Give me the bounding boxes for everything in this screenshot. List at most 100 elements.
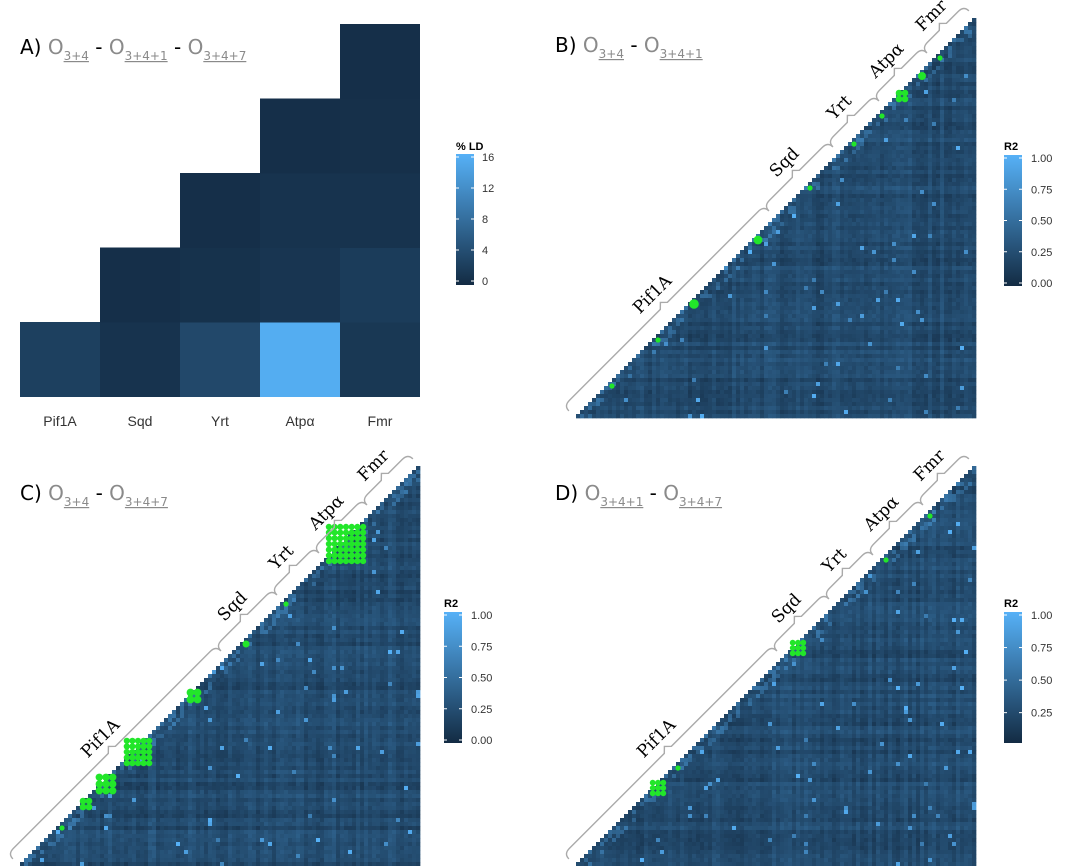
panel-a-cell-pif1a-pif1a bbox=[20, 322, 100, 397]
panel-b-legend-tick: 0.75 bbox=[1031, 184, 1052, 196]
panel-b-legend-tick: 1.00 bbox=[1031, 153, 1052, 165]
panel-c-legend-tick: 0.25 bbox=[471, 704, 492, 716]
panel-a-legend-tick: 4 bbox=[482, 245, 488, 257]
panel-d-letter: D) bbox=[555, 481, 578, 505]
panel-a-cell-atpα-atpα bbox=[260, 322, 340, 397]
panel-a-cell-fmr-fmr bbox=[340, 322, 420, 397]
panel-a-legend-tick: 8 bbox=[482, 214, 488, 226]
panel-a-legend-bar bbox=[456, 154, 474, 285]
panel-b-brace-3 bbox=[875, 49, 928, 102]
panel-d-brace-2 bbox=[825, 551, 874, 600]
panel-d-gene-label: Fmr bbox=[910, 445, 950, 485]
panel-b-high-ld-blocks bbox=[609, 55, 943, 389]
panel-d-legend-bar bbox=[1004, 612, 1022, 743]
panel-a-cell-pif1a-fmr bbox=[340, 24, 420, 99]
panel-a-legend-title: % LD bbox=[456, 141, 484, 153]
panel-c-legend-tick: 0.00 bbox=[471, 735, 492, 747]
panel-c-gene-label: Pif1A bbox=[77, 715, 124, 762]
panel-a-legend-tick: 16 bbox=[482, 152, 494, 164]
panel-b-brace-1 bbox=[765, 143, 834, 212]
panel-c-legend-tick: 0.75 bbox=[471, 641, 492, 653]
panel-a-cell-sqd-atpα bbox=[260, 173, 340, 248]
panel-d-legend-title: R2 bbox=[1004, 598, 1018, 610]
panel-a-cell-sqd-sqd bbox=[100, 322, 180, 397]
panel-c-title: C) O3+4 - O3+4+7 bbox=[20, 481, 168, 509]
panel-b-letter: B) bbox=[555, 33, 577, 57]
panel-a-cell-yrt-atpα bbox=[260, 247, 340, 323]
panel-c-brace-4 bbox=[363, 455, 414, 506]
panel-b-r2-cells bbox=[576, 18, 977, 419]
panel-a-cell-atpα-fmr bbox=[340, 247, 420, 323]
panel-c-brace-2 bbox=[273, 549, 320, 596]
panel-c-high-ld-blocks bbox=[59, 523, 367, 831]
panel-a-xtick-yrt: Yrt bbox=[211, 413, 229, 429]
panel-c-gene-label: Sqd bbox=[214, 588, 252, 626]
panel-b-title: B) O3+4 - O3+4+1 bbox=[555, 33, 703, 61]
panel-a-xtick-sqd: Sqd bbox=[128, 413, 153, 429]
panel-b-legend-bar bbox=[1004, 155, 1022, 286]
panel-d-gene-label: Yrt bbox=[818, 544, 851, 577]
panel-a-x-ticks: Pif1A Sqd Yrt Atpα Fmr bbox=[43, 413, 393, 429]
panel-c-gene-label: Yrt bbox=[265, 541, 298, 574]
panel-d-r2-cells bbox=[576, 466, 977, 866]
panel-a-cells bbox=[20, 24, 420, 397]
panel-d-legend-tick: 0.25 bbox=[1031, 708, 1052, 720]
panel-a-cell-sqd-fmr bbox=[340, 98, 420, 174]
panel-d-legend: R2 1.00 0.75 0.50 0.25 bbox=[1004, 598, 1052, 743]
panel-d-brace-4 bbox=[919, 455, 970, 506]
panel-a-xtick-pif1a: Pif1A bbox=[43, 413, 77, 429]
panel-a-xtick-atpa: Atpα bbox=[285, 413, 314, 429]
panel-d-gene-label: Atpα bbox=[859, 492, 903, 536]
panel-d-high-ld-blocks bbox=[649, 513, 933, 797]
panel-b-legend-tick: 0.00 bbox=[1031, 278, 1052, 290]
panel-b-legend-title: R2 bbox=[1004, 141, 1018, 153]
panel-d-gene-label: Sqd bbox=[768, 590, 806, 628]
panel-d-title: D) O3+4+1 - O3+4+7 bbox=[555, 481, 722, 509]
panel-a-ld-heatmap: A) O3+4 - O3+4+1 - O3+4+7 Pif1A Sqd Yrt … bbox=[20, 24, 494, 429]
panel-b-brace-4 bbox=[923, 7, 970, 54]
panel-a-title: A) O3+4 - O3+4+1 - O3+4+7 bbox=[20, 35, 246, 63]
panel-d-brace-1 bbox=[773, 595, 830, 652]
panel-c-brace-1 bbox=[217, 591, 278, 652]
panel-c-brace-0 bbox=[9, 647, 222, 860]
panel-c-legend: R2 1.00 0.75 0.50 0.25 0.00 bbox=[444, 598, 492, 747]
panel-c-legend-tick: 0.50 bbox=[471, 673, 492, 685]
panel-c-brace-3 bbox=[315, 501, 368, 554]
panel-a-cell-yrt-fmr bbox=[340, 173, 420, 248]
panel-c-gene-label: Fmr bbox=[354, 445, 394, 485]
panel-a-xtick-fmr: Fmr bbox=[368, 413, 393, 429]
panel-a-cell-sqd-yrt bbox=[180, 247, 260, 323]
panel-b-legend: R2 1.00 0.75 0.50 0.25 0.00 bbox=[1004, 141, 1052, 290]
panel-a-cell-pif1a-sqd bbox=[100, 247, 180, 323]
panel-b-gene-label: Fmr bbox=[912, 0, 952, 35]
panel-d-legend-tick: 0.50 bbox=[1031, 675, 1052, 687]
panel-c-letter: C) bbox=[20, 481, 42, 505]
panel-d-gene-label: Pif1A bbox=[633, 715, 680, 762]
panel-d-legend-tick: 1.00 bbox=[1031, 610, 1052, 622]
panel-c-legend-tick: 1.00 bbox=[471, 610, 492, 622]
panel-a-legend-tick: 12 bbox=[482, 183, 494, 195]
panel-b-brace-2 bbox=[829, 97, 880, 148]
panel-a-cell-pif1a-yrt bbox=[180, 173, 260, 248]
panel-d-legend-tick: 0.75 bbox=[1031, 643, 1052, 655]
panel-b-brace-0 bbox=[565, 207, 770, 412]
panel-a-legend: % LD 16 12 8 4 0 bbox=[456, 141, 494, 288]
panel-d-brace-3 bbox=[869, 501, 924, 556]
panel-b-legend-tick: 0.50 bbox=[1031, 216, 1052, 228]
panel-c-r2-heatmap: Pif1ASqdYrtAtpαFmrR21.000.750.500.250.00… bbox=[9, 445, 492, 866]
panel-b-gene-label: Yrt bbox=[823, 91, 856, 124]
panel-c-legend-bar bbox=[444, 612, 462, 743]
panel-d-brace-0 bbox=[565, 647, 778, 860]
panel-b-legend-tick: 0.25 bbox=[1031, 247, 1052, 259]
panel-a-letter: A) bbox=[20, 35, 41, 59]
panel-a-legend-tick: 0 bbox=[482, 276, 488, 288]
panel-b-gene-label: Sqd bbox=[766, 144, 804, 182]
panel-a-cell-yrt-yrt bbox=[180, 322, 260, 397]
panel-c-r2-cells bbox=[20, 466, 421, 866]
panel-b-gene-label: Atpα bbox=[864, 39, 908, 83]
panel-b-gene-label: Pif1A bbox=[629, 271, 676, 318]
panel-a-cell-pif1a-atpα bbox=[260, 98, 340, 174]
